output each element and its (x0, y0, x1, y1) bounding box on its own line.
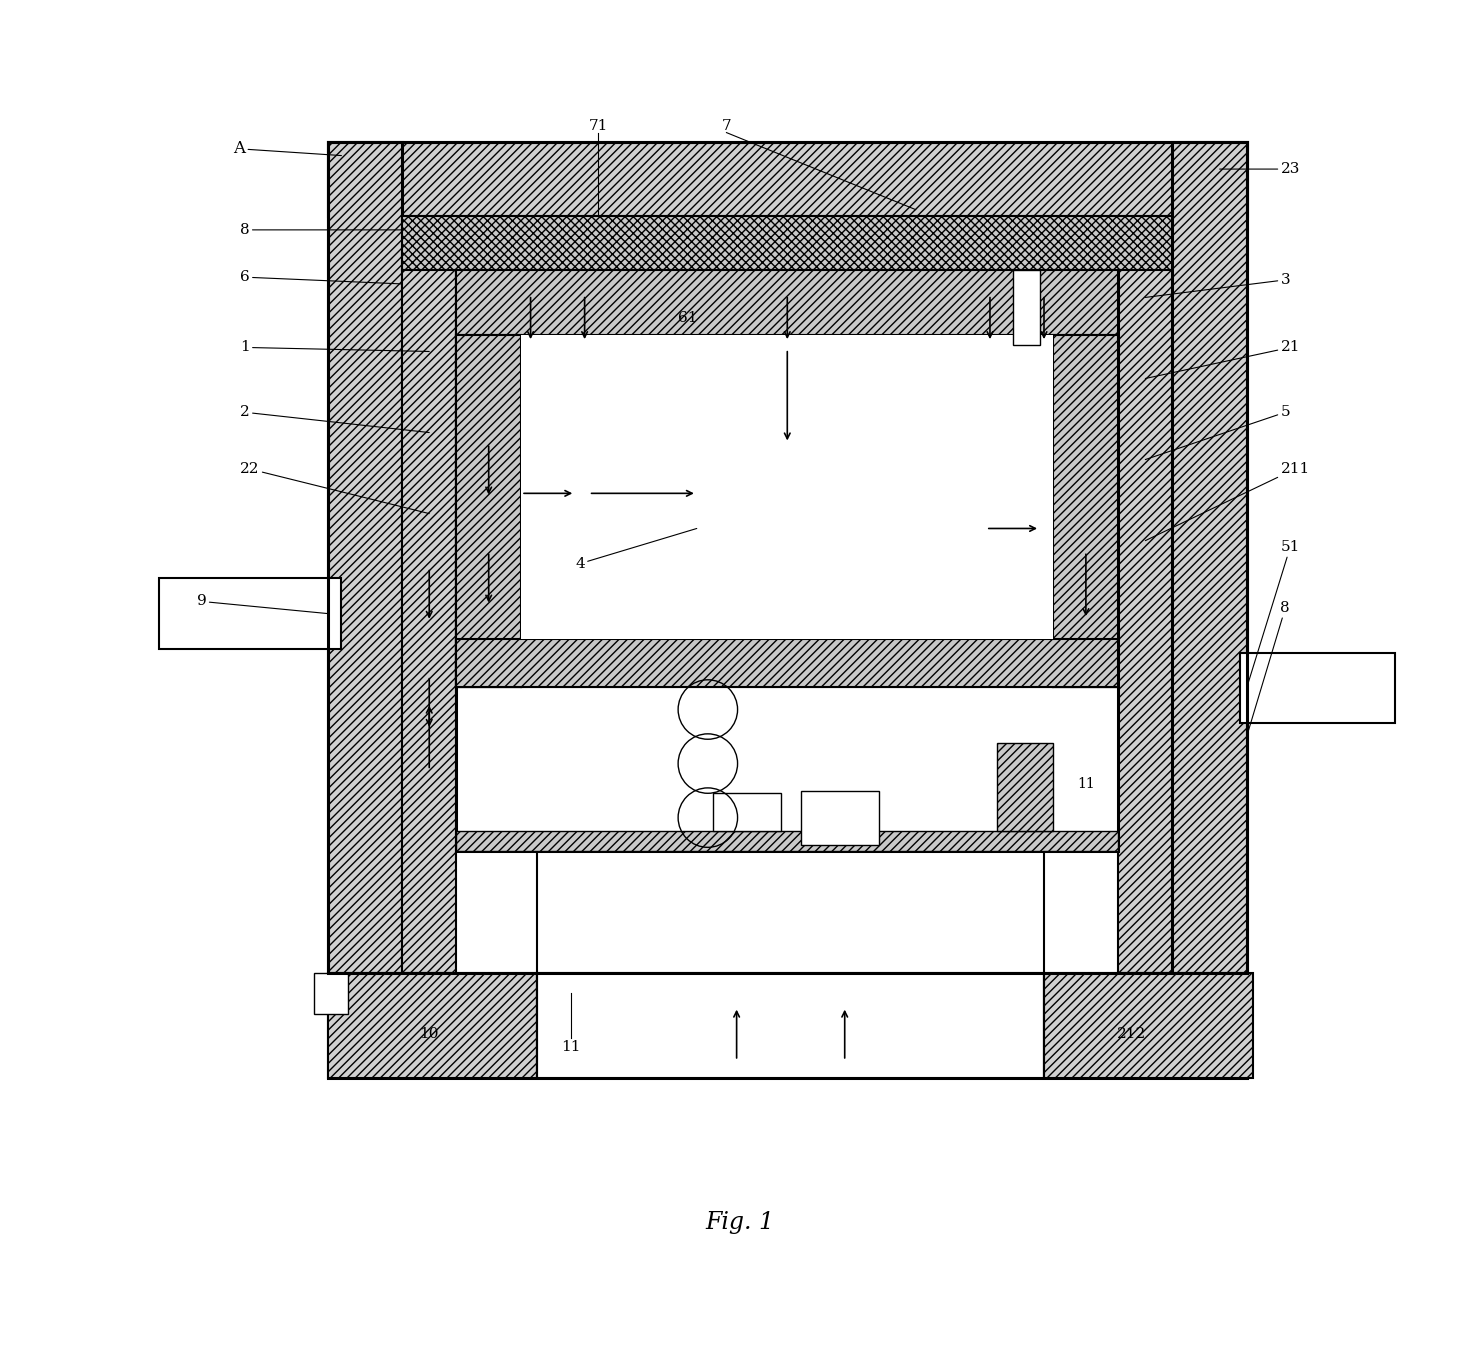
Bar (314, 973, 348, 1014)
Text: 11: 11 (561, 1040, 580, 1054)
Bar (329, 1005, 1246, 1078)
Bar (1172, 142, 1246, 973)
Text: 61: 61 (678, 311, 697, 325)
Text: 3: 3 (1146, 273, 1291, 298)
Bar (801, 790, 879, 845)
Text: 10: 10 (419, 1026, 440, 1040)
Bar (1240, 652, 1396, 723)
Bar (329, 142, 1246, 217)
Bar (456, 270, 1119, 852)
Text: 21: 21 (1146, 340, 1299, 378)
Bar (403, 217, 1172, 270)
Text: 212: 212 (1117, 1026, 1147, 1040)
Text: 11: 11 (1077, 777, 1095, 790)
Bar (1054, 336, 1119, 687)
Text: Fig. 1: Fig. 1 (706, 1212, 774, 1234)
Bar (713, 793, 780, 831)
Bar (1043, 973, 1254, 1078)
Text: 5: 5 (1146, 405, 1291, 460)
Bar (996, 744, 1054, 831)
Text: 4: 4 (576, 528, 697, 571)
Text: A: A (234, 141, 342, 157)
Bar (1119, 270, 1172, 973)
Bar (456, 831, 1119, 852)
Text: 8: 8 (1246, 601, 1291, 737)
Text: 9: 9 (197, 594, 329, 614)
Text: 6: 6 (240, 270, 403, 284)
Bar (1012, 270, 1040, 345)
Text: 23: 23 (1220, 162, 1299, 176)
Bar (456, 336, 521, 687)
Text: 71: 71 (589, 119, 608, 132)
Bar (537, 973, 1043, 1078)
Text: 2: 2 (240, 405, 429, 433)
Bar (158, 579, 342, 648)
Text: 8: 8 (240, 222, 403, 238)
Bar (456, 270, 1119, 336)
Text: 22: 22 (240, 461, 429, 513)
Bar (521, 336, 1054, 639)
Bar (329, 973, 537, 1078)
Bar (403, 270, 456, 973)
Text: 7: 7 (722, 119, 731, 132)
Bar (329, 142, 1246, 973)
Text: 51: 51 (1246, 541, 1299, 688)
Bar (456, 639, 1119, 687)
Bar (329, 142, 403, 973)
Text: 1: 1 (240, 340, 429, 355)
Text: 211: 211 (1146, 461, 1310, 541)
